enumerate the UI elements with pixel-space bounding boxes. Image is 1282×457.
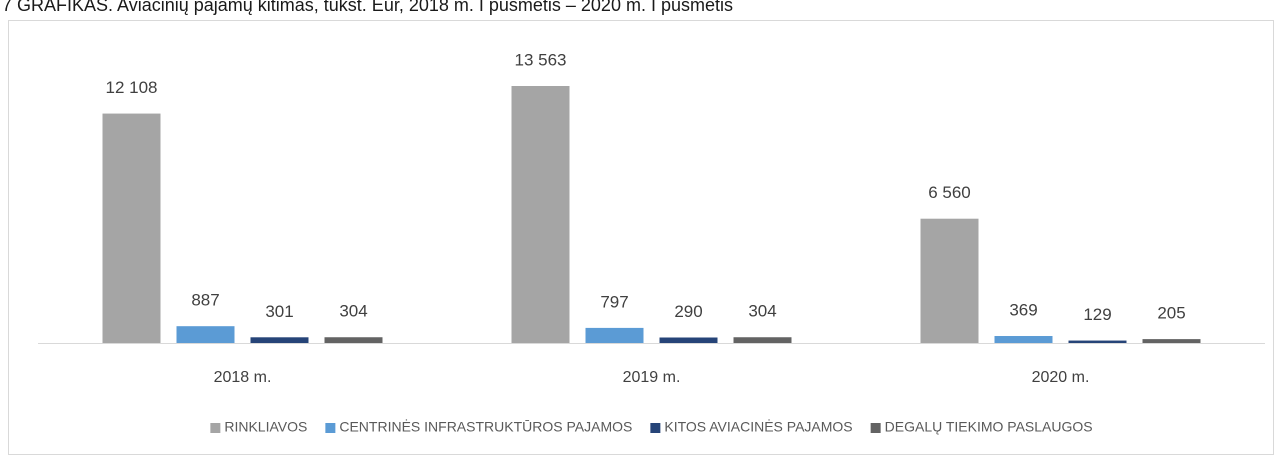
data-label: 301 — [265, 302, 293, 321]
bar — [1068, 340, 1127, 343]
legend-swatch — [650, 423, 661, 433]
legend-swatch — [325, 423, 336, 433]
legend-label: KITOS AVIACINĖS PAJAMOS — [664, 418, 852, 435]
bar — [659, 337, 718, 343]
legend-label: RINKLIAVOS — [224, 419, 307, 435]
bar — [733, 337, 792, 343]
bar — [994, 336, 1053, 343]
bar — [102, 113, 161, 344]
bar — [511, 86, 570, 343]
data-label: 290 — [674, 302, 702, 321]
chart-frame — [8, 20, 1274, 455]
bar — [920, 218, 979, 343]
bar — [1142, 339, 1201, 343]
x-tick-label: 2019 m. — [623, 369, 681, 386]
chart-title: 7 GRAFIKAS. Aviacinių pajamų kitimas, tū… — [2, 0, 733, 15]
data-label: 205 — [1157, 304, 1185, 323]
legend-label: DEGALŲ TIEKIMO PASLAUGOS — [885, 419, 1093, 435]
bar — [585, 327, 644, 343]
data-label: 129 — [1083, 305, 1111, 324]
data-label: 369 — [1009, 300, 1037, 319]
data-label: 887 — [191, 291, 219, 310]
bar — [324, 337, 383, 343]
bar — [250, 337, 309, 343]
legend-label: CENTRINĖS INFRASTRUKTŪROS PAJAMOS — [339, 418, 632, 435]
x-tick-label: 2020 m. — [1032, 369, 1090, 386]
data-label: 304 — [339, 302, 367, 321]
data-label: 12 108 — [106, 78, 158, 97]
data-label: 6 560 — [928, 183, 971, 202]
data-label: 304 — [748, 302, 776, 321]
data-label: 797 — [600, 292, 628, 311]
data-label: 13 563 — [515, 50, 567, 69]
bar — [176, 326, 235, 343]
legend-swatch — [210, 423, 221, 433]
x-tick-label: 2018 m. — [214, 369, 272, 386]
legend-swatch — [870, 423, 881, 433]
